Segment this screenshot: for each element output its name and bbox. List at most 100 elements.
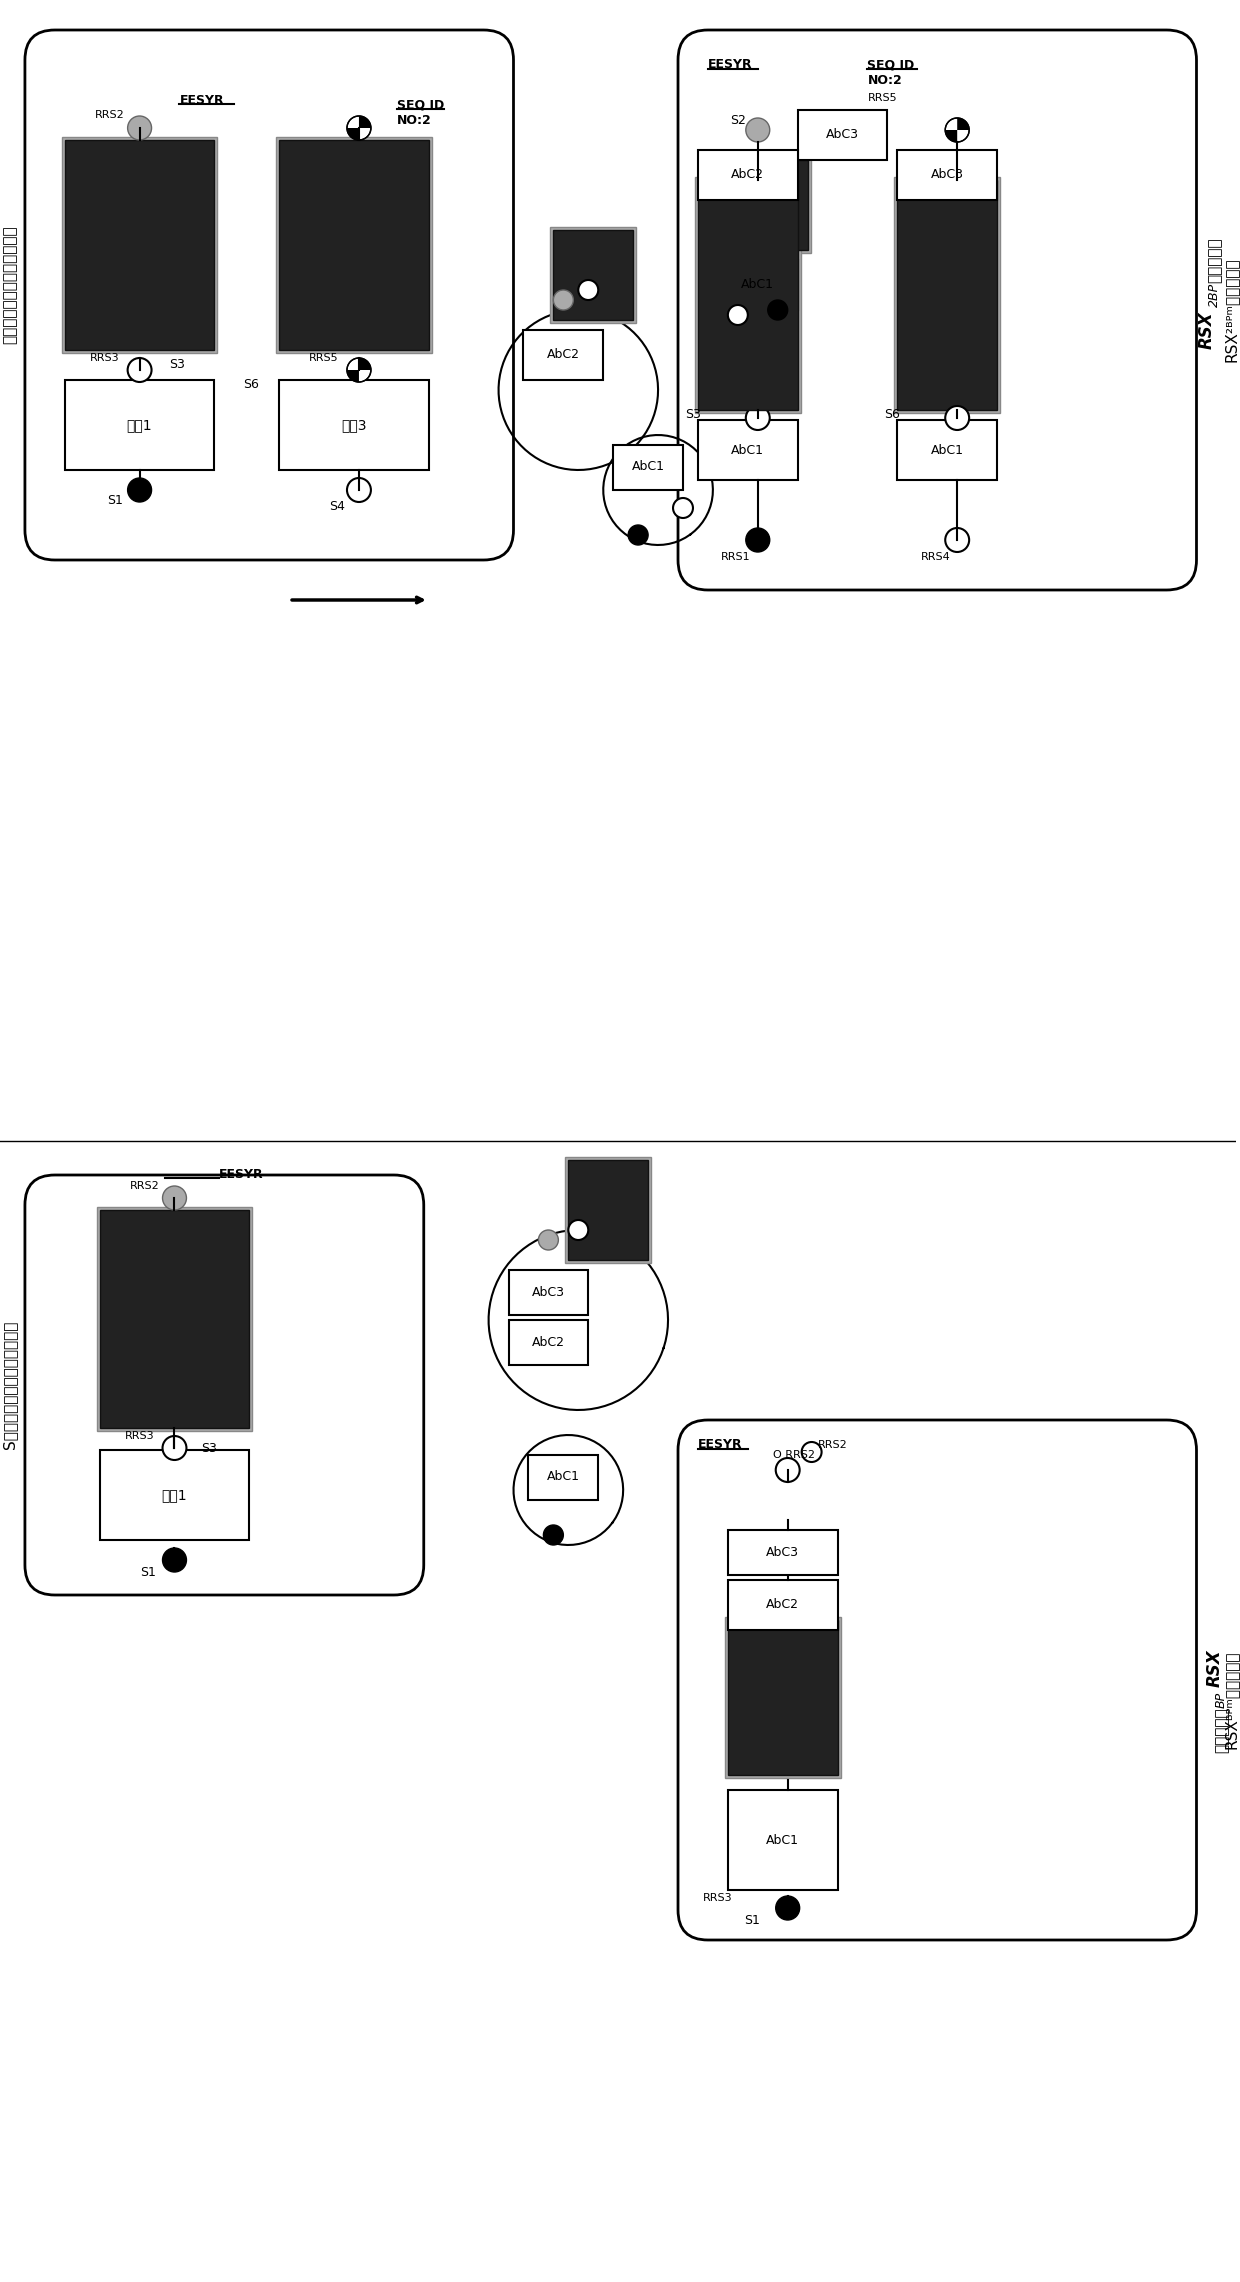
Text: BP: BP [1215,1691,1228,1707]
Bar [728,1620,837,1775]
Bar [279,139,429,349]
Circle shape [162,1187,186,1209]
Text: 选择1: 选择1 [126,418,153,431]
Text: S2: S2 [730,114,745,126]
Circle shape [128,477,151,502]
Circle shape [945,406,970,429]
Circle shape [543,1524,563,1545]
Text: 2BP: 2BP [1208,283,1221,308]
Text: 双位点特异性整合宿主细胞系: 双位点特异性整合宿主细胞系 [2,226,17,345]
Text: AbC1: AbC1 [547,1470,580,1483]
Circle shape [745,406,770,429]
Bar [698,180,797,411]
Text: AbC3: AbC3 [826,128,859,141]
FancyBboxPatch shape [25,30,513,559]
Text: RRS2: RRS2 [817,1440,847,1449]
Text: AbC2: AbC2 [732,169,764,183]
Circle shape [128,358,151,381]
Text: RSX: RSX [1205,1650,1224,1686]
Circle shape [538,1230,558,1251]
Bar [725,1618,841,1778]
Bar [508,1319,588,1365]
Text: EESYR: EESYR [180,94,224,107]
Bar [568,1159,649,1260]
Text: RRS5: RRS5 [868,94,897,103]
Circle shape [347,358,371,381]
Text: RSXᴮᴾᵐ生产细胞系: RSXᴮᴾᵐ生产细胞系 [1224,1650,1239,1750]
Circle shape [347,116,371,139]
Text: RRS1: RRS1 [720,552,750,561]
Bar [553,230,634,319]
FancyBboxPatch shape [678,1419,1197,1940]
Bar [728,1579,837,1629]
Bar [698,420,797,479]
Circle shape [629,525,649,545]
Text: RSX: RSX [1198,310,1215,349]
Text: AbC2: AbC2 [766,1597,800,1611]
Bar [718,260,797,310]
Bar [694,178,801,413]
Text: RRS3: RRS3 [125,1431,155,1440]
Bar [64,381,215,470]
Text: NO:2: NO:2 [397,114,432,126]
Bar [728,160,807,251]
Text: S6: S6 [243,379,259,393]
Bar [99,1449,249,1540]
Text: 生产细胞系: 生产细胞系 [1214,1707,1229,1753]
Text: S单位点特异性整合宿主细胞系: S单位点特异性整合宿主细胞系 [2,1321,17,1449]
Text: RSX²ᴮᴾᵐ生产细胞系: RSX²ᴮᴾᵐ生产细胞系 [1224,258,1239,363]
Bar [64,139,215,349]
Text: 选择1: 选择1 [161,1488,187,1502]
Text: S3: S3 [201,1442,217,1454]
Bar [728,1529,837,1575]
Wedge shape [358,116,371,128]
Text: AbC2: AbC2 [547,349,580,361]
Circle shape [776,1896,800,1919]
Text: RRS4: RRS4 [920,552,950,561]
Bar [97,1207,252,1431]
Circle shape [162,1547,186,1572]
Text: AbC3: AbC3 [931,169,963,183]
Text: S3: S3 [170,358,186,372]
Circle shape [578,281,598,299]
Circle shape [776,1458,800,1481]
Circle shape [801,1442,822,1463]
Text: AbC1: AbC1 [931,443,963,456]
Text: S1: S1 [744,1915,760,1926]
Wedge shape [957,119,970,130]
Text: S6: S6 [884,408,900,422]
Text: AbC1: AbC1 [742,278,774,292]
Bar [528,1456,598,1499]
Text: AbC1: AbC1 [631,461,665,472]
Bar [508,1271,588,1314]
Circle shape [568,1221,588,1239]
Circle shape [728,306,748,324]
Bar [898,151,997,201]
Circle shape [347,477,371,502]
Text: S3: S3 [684,408,701,422]
Bar [698,151,797,201]
Text: AbC2: AbC2 [532,1335,565,1349]
Text: AbC1: AbC1 [732,443,764,456]
Text: RRS2: RRS2 [94,110,124,121]
Circle shape [745,527,770,552]
Text: 选择3: 选择3 [341,418,367,431]
Bar [728,1789,837,1889]
Circle shape [945,527,970,552]
Bar [898,180,997,411]
Text: RRS5: RRS5 [309,354,339,363]
Text: EESYR: EESYR [219,1168,264,1182]
Text: RRS3: RRS3 [89,354,119,363]
Bar [797,110,888,160]
Bar [279,381,429,470]
Text: AbC1: AbC1 [766,1832,800,1846]
Circle shape [162,1435,186,1460]
Text: 生产细胞系: 生产细胞系 [1207,237,1221,283]
Circle shape [673,497,693,518]
Bar [898,420,997,479]
Text: SEQ ID: SEQ ID [868,59,915,71]
Text: EESYR: EESYR [708,59,753,71]
Bar [523,331,603,381]
Circle shape [768,299,787,319]
Bar [62,137,217,354]
